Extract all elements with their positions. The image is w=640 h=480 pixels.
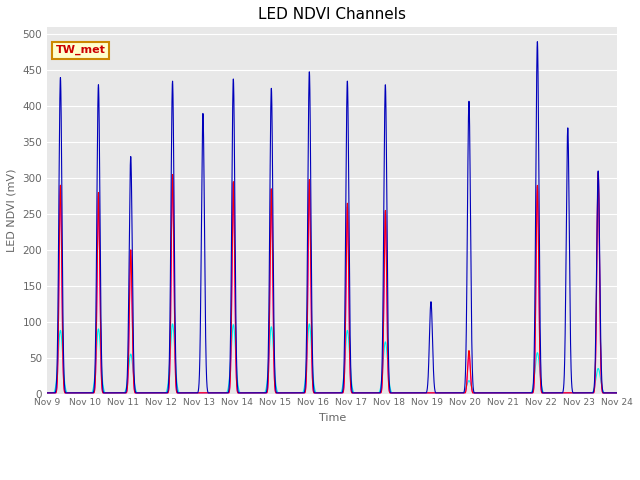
Line: LED_Rout: LED_Rout <box>47 175 617 393</box>
Line: LED_Rin: LED_Rin <box>47 172 617 393</box>
LED_Rin <box>539 390 547 396</box>
LED_Nin <box>44 390 51 396</box>
LED_Nout <box>554 390 562 396</box>
LED_Rout <box>605 390 613 396</box>
LED_Rin <box>300 390 307 396</box>
LED_Rout <box>539 390 547 396</box>
LED_Nout <box>169 321 177 327</box>
LED_Nin <box>605 390 613 396</box>
LED_Rin <box>554 390 562 396</box>
X-axis label: Time: Time <box>319 413 346 423</box>
LED_Rin <box>44 390 51 396</box>
LED_Nout <box>300 388 307 394</box>
Y-axis label: LED NDVI (mV): LED NDVI (mV) <box>7 168 17 252</box>
LED_Rout <box>595 172 602 178</box>
Line: LED_Nout: LED_Nout <box>47 324 617 393</box>
LED_Rout <box>554 390 562 396</box>
LED_Nout <box>44 390 51 396</box>
LED_Rin <box>595 169 602 175</box>
LED_Nin <box>534 39 541 45</box>
Title: LED NDVI Channels: LED NDVI Channels <box>258 7 406 22</box>
LED_Rout <box>300 390 307 396</box>
LED_Rout <box>612 390 620 396</box>
LED_Nin <box>612 390 620 396</box>
LED_Nout <box>605 390 613 396</box>
LED_Nout <box>407 390 415 396</box>
LED_Rout <box>613 390 621 396</box>
LED_Nin <box>613 390 621 396</box>
LED_Nout <box>612 390 620 396</box>
LED_Rout <box>44 390 51 396</box>
LED_Nin <box>554 390 562 396</box>
LED_Nin <box>300 390 307 396</box>
LED_Nin <box>407 390 415 396</box>
LED_Rin <box>613 390 621 396</box>
LED_Rout <box>407 390 415 396</box>
LED_Nout <box>539 387 547 393</box>
LED_Rin <box>407 390 415 396</box>
LED_Rin <box>605 390 613 396</box>
LED_Nout <box>613 390 621 396</box>
Line: LED_Nin: LED_Nin <box>47 42 617 393</box>
LED_Nin <box>539 390 547 396</box>
Text: TW_met: TW_met <box>56 45 106 55</box>
LED_Rin <box>612 390 620 396</box>
